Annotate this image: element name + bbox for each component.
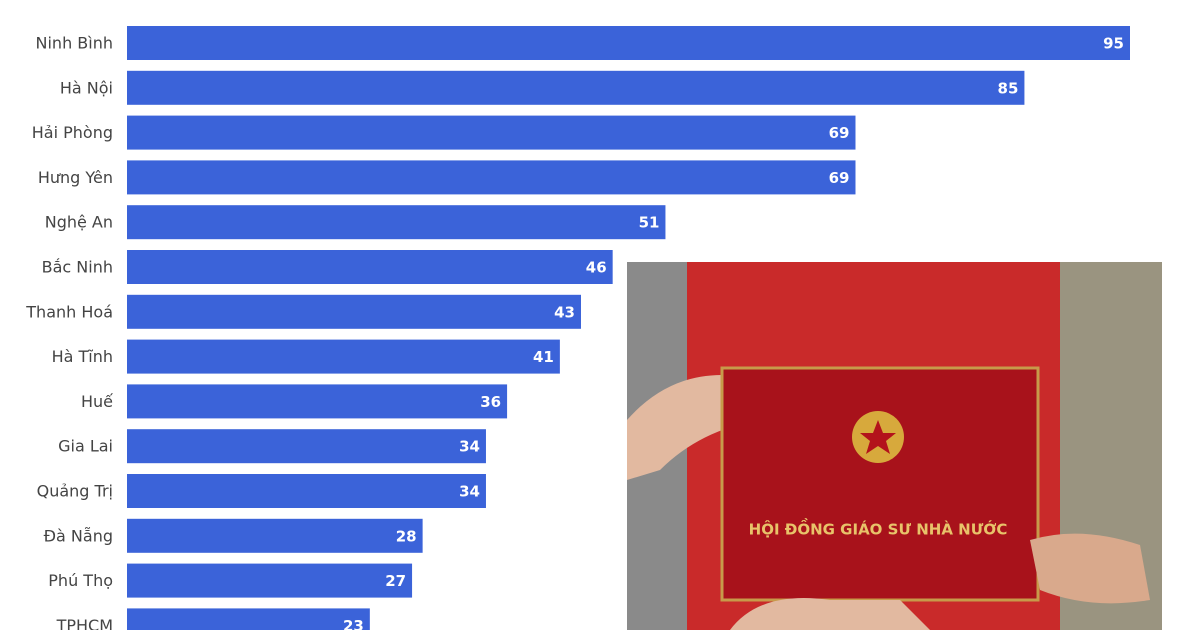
certificate-folder — [720, 366, 1040, 602]
value-label: 27 — [385, 572, 406, 590]
category-label: Phú Thọ — [48, 571, 113, 590]
category-label: Gia Lai — [58, 437, 113, 456]
bar — [127, 160, 856, 195]
value-label: 36 — [480, 393, 501, 411]
bar — [127, 70, 1025, 105]
category-label: Hà Tĩnh — [52, 347, 113, 366]
bar — [127, 474, 486, 508]
bar — [127, 294, 581, 329]
value-label: 34 — [459, 483, 480, 501]
category-label: Bắc Ninh — [42, 258, 113, 277]
bar — [127, 250, 613, 284]
value-label: 46 — [586, 259, 607, 277]
value-label: 28 — [396, 527, 417, 545]
bar — [127, 429, 486, 464]
bar — [127, 518, 423, 553]
bar — [127, 205, 666, 240]
value-label: 95 — [1103, 35, 1124, 53]
folder-caption: HỘI ĐỒNG GIÁO SƯ NHÀ NƯỚC — [749, 517, 1008, 539]
bar — [127, 115, 856, 150]
bar — [127, 608, 370, 630]
bar — [127, 26, 1130, 60]
photo: HỘI ĐỒNG GIÁO SƯ NHÀ NƯỚC — [627, 262, 1162, 630]
category-label: TPHCM — [56, 616, 113, 630]
value-label: 69 — [829, 169, 850, 187]
hand-right — [1030, 533, 1150, 604]
category-label: Hưng Yên — [38, 168, 113, 187]
category-label: Huế — [81, 392, 113, 411]
value-label: 69 — [829, 124, 850, 142]
category-label: Hà Nội — [60, 78, 113, 97]
category-label: Hải Phòng — [32, 123, 113, 142]
value-label: 34 — [459, 438, 480, 456]
category-label: Đà Nẵng — [44, 526, 113, 545]
category-label: Quảng Trị — [37, 482, 113, 501]
value-label: 51 — [639, 214, 660, 232]
category-label: Ninh Bình — [36, 34, 113, 53]
hands-bottom — [730, 598, 930, 630]
bars: Ninh Bình 95 Hà Nội 85 Hải Phòng 69 Hưng Yên 69… — [25, 26, 1130, 630]
bar — [127, 384, 508, 419]
bar — [127, 339, 560, 374]
category-label: Thanh Hoá — [25, 302, 113, 321]
emblem-star — [860, 420, 896, 454]
value-label: 43 — [554, 303, 575, 321]
bar — [127, 563, 413, 598]
value-label: 41 — [533, 348, 554, 366]
value-label: 85 — [998, 79, 1019, 97]
category-label: Nghệ An — [45, 213, 113, 232]
value-label: 23 — [343, 617, 364, 630]
